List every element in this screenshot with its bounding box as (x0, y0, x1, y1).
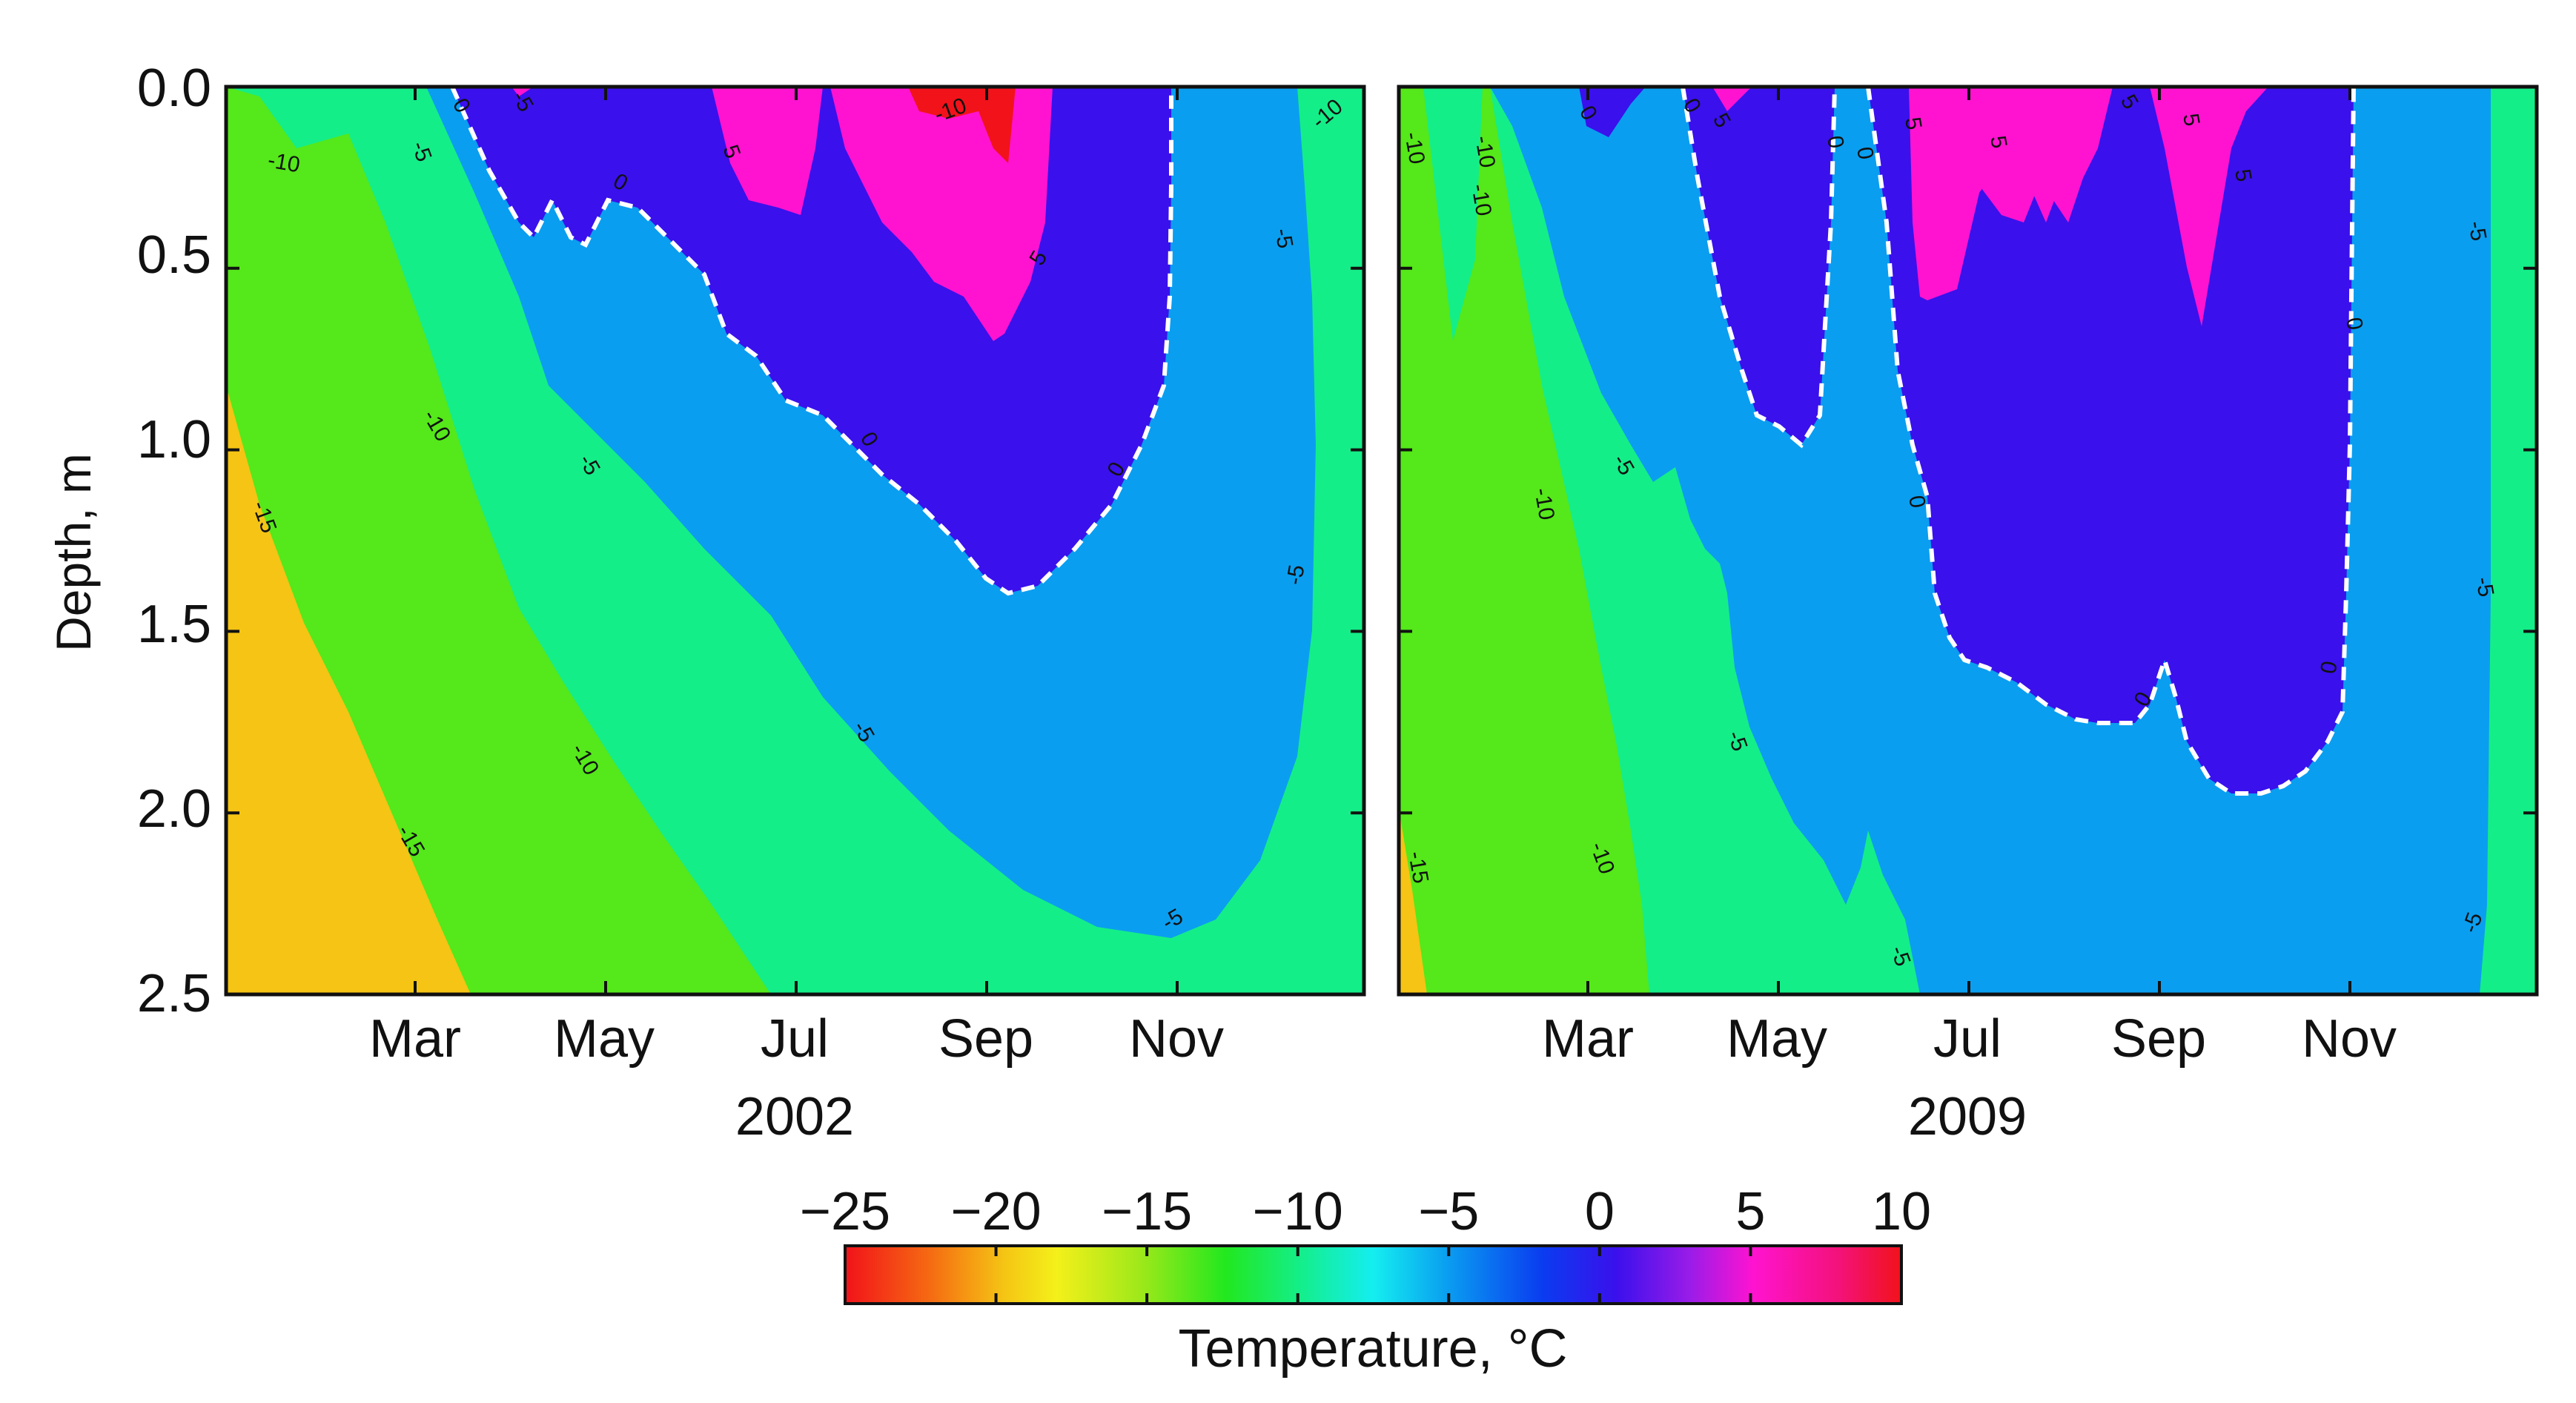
x-tick-label: Sep (938, 1009, 1033, 1069)
x-tick-label: Nov (1129, 1009, 1224, 1069)
y-tick-label: 0.5 (137, 225, 211, 285)
contour-label: -5 (1270, 226, 1297, 250)
region-minus20 (226, 386, 471, 994)
x-tick-label: Sep (2111, 1009, 2206, 1069)
colorbar-gradient (844, 1244, 1903, 1305)
y-tick-label: 2.5 (137, 964, 211, 1023)
x-tick-label: Mar (369, 1009, 461, 1069)
colorbar-tick-label: −5 (1418, 1182, 1479, 1241)
colorbar-tick-label: 10 (1872, 1182, 1931, 1241)
contour-label: 0 (1852, 145, 1878, 161)
region-5 (712, 87, 823, 215)
x-axis-year-2009: 2009 (1908, 1087, 2027, 1146)
colorbar-tick-label: −10 (1253, 1182, 1343, 1241)
contour-label: -10 (1529, 486, 1559, 521)
contour-label: 5 (2230, 167, 2256, 183)
contour-label: -5 (2471, 575, 2498, 598)
colorbar-tick-label: 0 (1585, 1182, 1615, 1241)
x-tick-label: Jul (1933, 1009, 2001, 1069)
colorbar-tick-label: −15 (1102, 1182, 1192, 1241)
colorbar-tick-labels: −25 −20 −15 −10 −5 0 5 10 (800, 1182, 1931, 1241)
contour-label: 0 (2341, 315, 2367, 331)
axis-ticks-2009 (1399, 85, 2537, 996)
x-tick-label: May (1726, 1009, 1827, 1069)
x-axis-year-2002: 2002 (735, 1087, 854, 1146)
region-5-top (511, 87, 534, 96)
panel-2009: -10 -10 -10 0 0 5 0 0 5 5 5 5 5 -5 0 -5 … (1397, 85, 2539, 1146)
zero-isotherm-2009 (1681, 87, 1837, 449)
contour-label: 5 (1900, 115, 1926, 131)
y-axis-title: Depth, m (46, 453, 101, 652)
y-tick-labels-2002: 0.0 0.5 1.0 1.5 2.0 2.5 (137, 59, 211, 1023)
region-0 (1579, 87, 2354, 793)
y-tick-label: 1.5 (137, 595, 211, 654)
x-tick-labels-2009: Mar May Jul Sep Nov (1542, 1009, 2397, 1069)
region-minus15 (1399, 87, 1649, 994)
x-tick-label: May (554, 1009, 655, 1069)
contour-label: -5 (2463, 219, 2491, 242)
region-10 (908, 87, 1016, 163)
x-tick-label: Jul (761, 1009, 829, 1069)
y-tick-label: 0.0 (137, 59, 211, 118)
y-tick-label: 1.0 (137, 410, 211, 469)
region-5 (1712, 87, 1757, 111)
y-tick-label: 2.0 (137, 779, 211, 839)
contour-label: 0 (1822, 133, 1848, 150)
x-tick-label: Mar (1542, 1009, 1634, 1069)
region-5c (1913, 111, 2098, 300)
contour-label: -10 (1470, 133, 1500, 169)
colorbar-tick-label: 5 (1735, 1182, 1765, 1241)
x-tick-label: Nov (2302, 1009, 2397, 1069)
region-minus20 (1399, 808, 1427, 994)
colorbar-tick-label: −20 (951, 1182, 1042, 1241)
region-5d (2150, 87, 2268, 326)
contour-label: -15 (1403, 849, 1433, 885)
colorbar-tick-label: −25 (800, 1182, 890, 1241)
contour-label: -10 (1400, 130, 1429, 165)
colorbar-title: Temperature, °C (1179, 1319, 1568, 1379)
contour-label: 0 (2316, 659, 2342, 676)
contour-label: -10 (266, 148, 302, 177)
contour-label: 5 (2178, 111, 2204, 128)
zero-isotherm-2009-b (1866, 87, 2356, 796)
contour-label: 0 (1904, 493, 1930, 509)
x-tick-labels-2002: Mar May Jul Sep Nov (369, 1009, 1224, 1069)
contour-label: 5 (1985, 133, 2011, 150)
panel-2002: -10 -5 0 -5 -10 0 5 -10 -5 -5 0 0 5 -15 … (46, 59, 1366, 1146)
axis-ticks-2002 (226, 85, 1364, 996)
colorbar: −25 −20 −15 −10 −5 0 5 10 Temperature, °C (800, 1182, 1931, 1379)
contour-label: -5 (1282, 563, 1309, 587)
contour-label: -10 (1466, 182, 1496, 217)
colorbar-ticks (844, 1246, 1903, 1304)
